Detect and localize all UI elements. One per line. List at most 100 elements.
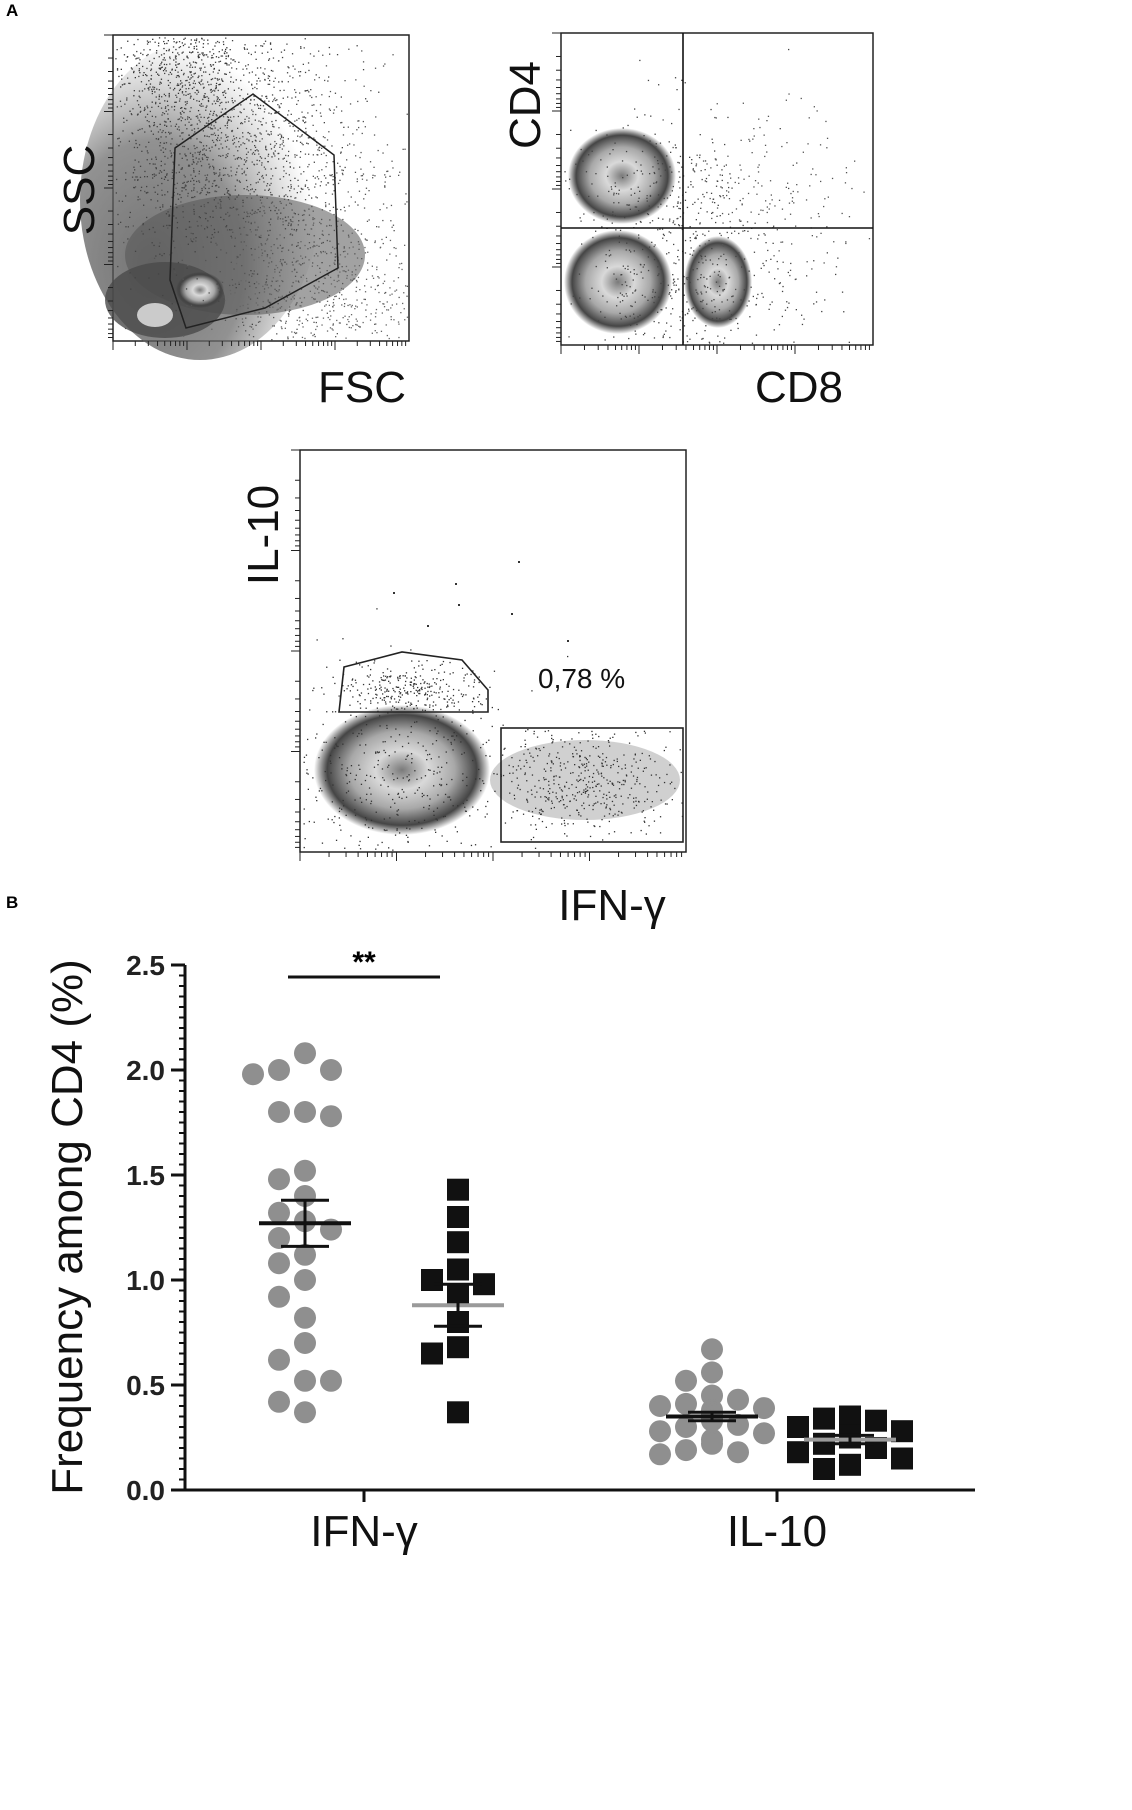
- event-dot: [473, 706, 476, 708]
- data-point-square: [447, 1231, 469, 1254]
- event-dot: [349, 690, 351, 692]
- event-dot: [548, 797, 550, 799]
- event-dot: [572, 295, 574, 297]
- event-dot: [297, 244, 299, 247]
- event-dot: [245, 161, 247, 163]
- event-dot: [189, 51, 191, 53]
- event-dot: [601, 819, 603, 821]
- event-dot: [151, 101, 153, 103]
- event-dot: [258, 283, 260, 285]
- event-dot: [360, 175, 362, 177]
- event-dot: [429, 706, 431, 708]
- event-dot: [533, 730, 535, 733]
- event-dot: [260, 45, 262, 47]
- event-dot: [399, 688, 401, 690]
- event-dot: [743, 178, 745, 180]
- event-dot: [301, 111, 303, 113]
- event-dot: [439, 783, 441, 786]
- event-dot: [609, 809, 612, 811]
- event-dot: [437, 730, 439, 732]
- data-point-circle: [294, 1269, 316, 1291]
- event-dot: [746, 305, 748, 307]
- event-dot: [662, 335, 664, 337]
- event-dot: [579, 742, 581, 744]
- event-dot: [543, 746, 545, 749]
- event-dot: [405, 796, 408, 798]
- event-dot: [247, 93, 249, 95]
- event-dot: [415, 676, 417, 679]
- event-dot: [820, 180, 822, 183]
- event-dot: [396, 810, 398, 812]
- event-dot: [387, 695, 389, 698]
- event-dot: [691, 254, 694, 256]
- event-dot: [820, 232, 822, 234]
- event-dot: [509, 792, 511, 794]
- event-dot: [304, 122, 306, 124]
- event-dot: [394, 802, 396, 804]
- event-dot: [666, 197, 669, 199]
- event-dot: [224, 62, 226, 65]
- event-dot: [268, 206, 271, 209]
- event-dot: [398, 267, 400, 269]
- event-dot: [256, 159, 258, 161]
- event-dot: [116, 106, 118, 108]
- event-dot: [285, 320, 287, 322]
- event-dot: [863, 191, 865, 193]
- event-dot: [688, 308, 690, 310]
- event-dot: [280, 326, 283, 328]
- event-dot: [743, 289, 745, 291]
- event-dot: [328, 304, 330, 306]
- event-dot: [175, 309, 177, 312]
- event-dot: [354, 329, 357, 331]
- event-dot: [179, 135, 181, 137]
- event-dot: [389, 253, 391, 255]
- event-dot: [238, 87, 240, 89]
- event-dot: [579, 755, 581, 757]
- event-dot: [629, 286, 631, 288]
- event-dot: [388, 690, 390, 692]
- event-dot: [756, 297, 758, 300]
- event-dot: [335, 336, 337, 338]
- event-dot: [138, 62, 140, 64]
- event-dot: [410, 731, 412, 733]
- event-dot: [181, 52, 183, 54]
- event-dot: [701, 178, 703, 181]
- event-dot: [243, 108, 245, 110]
- event-dot: [185, 91, 187, 93]
- event-dot: [664, 169, 666, 171]
- event-dot: [218, 155, 220, 157]
- event-dot: [191, 190, 193, 192]
- event-dot: [649, 173, 651, 175]
- event-dot: [142, 53, 144, 56]
- event-dot: [569, 743, 571, 745]
- event-dot: [347, 685, 349, 687]
- event-dot: [131, 68, 133, 70]
- event-dot: [762, 209, 764, 212]
- event-dot: [273, 99, 275, 101]
- event-dot: [250, 98, 252, 101]
- event-dot: [132, 133, 134, 135]
- event-dot: [156, 50, 158, 52]
- event-dot: [265, 282, 267, 284]
- event-dot: [271, 94, 274, 96]
- event-dot: [294, 177, 296, 179]
- event-dot: [164, 67, 167, 69]
- event-dot: [386, 207, 388, 209]
- event-dot: [164, 107, 167, 109]
- event-dot: [160, 63, 162, 65]
- event-dot: [200, 141, 202, 144]
- event-dot: [434, 669, 436, 671]
- event-dot: [244, 48, 246, 50]
- event-dot: [431, 694, 433, 696]
- event-dot: [394, 751, 396, 753]
- event-dot: [177, 63, 179, 65]
- event-dot: [215, 242, 217, 244]
- event-dot: [262, 72, 264, 74]
- event-dot: [640, 271, 642, 273]
- event-dot: [264, 108, 266, 110]
- event-dot: [776, 260, 778, 263]
- event-dot: [661, 163, 664, 165]
- event-dot: [285, 194, 287, 196]
- event-dot: [175, 58, 177, 60]
- event-dot: [147, 87, 150, 89]
